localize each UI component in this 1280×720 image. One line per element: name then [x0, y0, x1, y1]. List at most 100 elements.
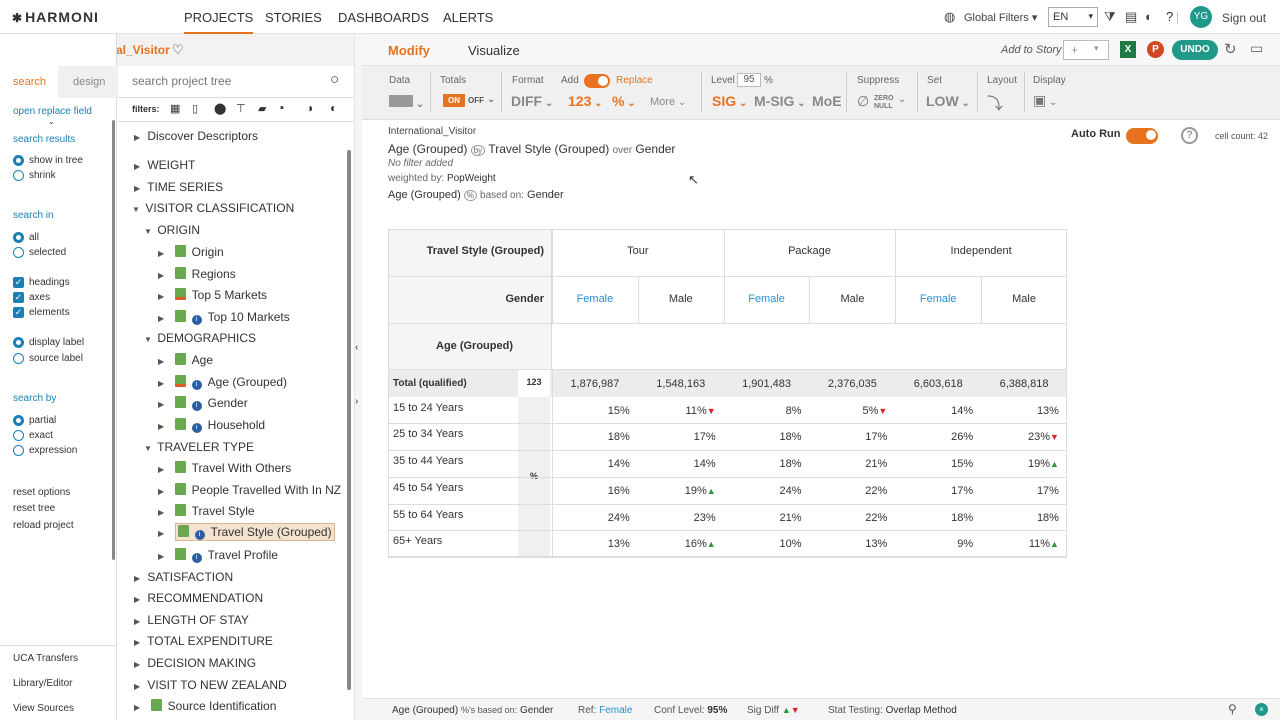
- pin-filter-icon[interactable]: ⬤: [214, 103, 227, 115]
- sign-out-link[interactable]: Sign out: [1222, 11, 1267, 25]
- toggle-full-icon[interactable]: ◐: [330, 101, 338, 115]
- tree-item[interactable]: ▶ WEIGHT: [134, 158, 195, 172]
- gender-column-header[interactable]: Female: [748, 293, 785, 305]
- powerpoint-export-icon[interactable]: P: [1147, 41, 1164, 58]
- tree-item[interactable]: ▶ LENGTH OF STAY: [134, 613, 249, 627]
- refresh-icon[interactable]: ↻: [1224, 41, 1237, 58]
- set-dropdown[interactable]: LOW ⌄: [926, 93, 970, 109]
- suppress-icon[interactable]: ∅: [857, 93, 870, 109]
- partial-radio[interactable]: [13, 415, 24, 426]
- tree-scrollbar[interactable]: [347, 150, 351, 690]
- branch-filter-icon[interactable]: ⊤: [236, 103, 246, 115]
- chevron-down-icon[interactable]: ⌄: [48, 117, 55, 126]
- tab-modify[interactable]: Modify: [388, 43, 430, 58]
- tab-visualize[interactable]: Visualize: [468, 43, 520, 58]
- filter-icon[interactable]: ⧩: [1104, 9, 1116, 24]
- auto-run-toggle[interactable]: [1126, 128, 1158, 144]
- elements-checkbox[interactable]: ✓: [13, 307, 24, 318]
- tree-item[interactable]: ▶ Discover Descriptors: [134, 129, 258, 143]
- excel-export-icon[interactable]: X: [1120, 41, 1136, 58]
- tree-item[interactable]: ▶ Origin: [158, 245, 224, 259]
- tree-item[interactable]: ▼ VISITOR CLASSIFICATION: [132, 201, 294, 215]
- chevron-down-icon[interactable]: ⌄: [898, 94, 907, 105]
- undo-button[interactable]: UNDO: [1172, 40, 1218, 60]
- tree-item[interactable]: ▶ People Travelled With In NZ: [158, 483, 341, 497]
- tab-design[interactable]: design: [73, 76, 106, 88]
- tag-filter-icon[interactable]: ▰: [258, 103, 267, 115]
- display-dropdown[interactable]: ▣ ⌄: [1033, 92, 1057, 109]
- data-layout-dropdown[interactable]: ⌄: [389, 94, 424, 110]
- collapse-left-icon[interactable]: ‹: [355, 342, 359, 353]
- tree-item[interactable]: ▶ i Age (Grouped): [158, 375, 287, 390]
- source-label-radio[interactable]: [13, 353, 24, 364]
- sig-dropdown[interactable]: SIG ⌄: [712, 93, 747, 109]
- tree-item[interactable]: ▶ RECOMMENDATION: [134, 591, 263, 605]
- tree-item[interactable]: ▶ Regions: [158, 267, 236, 281]
- reset-tree-link[interactable]: reset tree: [13, 503, 56, 514]
- moe-button[interactable]: MoE: [812, 93, 842, 109]
- level-input[interactable]: 95: [737, 73, 761, 87]
- tree-item[interactable]: ▶ i Travel Profile: [158, 548, 278, 563]
- show-in-tree-radio[interactable]: [13, 155, 24, 166]
- add-to-story-button[interactable]: + ▾: [1063, 40, 1109, 60]
- tree-search-input[interactable]: [132, 74, 322, 88]
- avatar[interactable]: YG: [1190, 6, 1212, 28]
- grid-filter-icon[interactable]: ▦: [170, 103, 181, 115]
- reload-project-link[interactable]: reload project: [13, 520, 74, 531]
- tree-item[interactable]: ▶ Source Identification: [134, 699, 276, 713]
- tree-item[interactable]: ▼ TRAVELER TYPE: [144, 440, 254, 454]
- comment-icon[interactable]: ▭: [1250, 40, 1264, 56]
- help-icon[interactable]: ?: [1166, 9, 1174, 24]
- shrink-radio[interactable]: [13, 170, 24, 181]
- number-format-dropdown[interactable]: 123 ⌄: [568, 93, 603, 109]
- gender-column-header[interactable]: Male: [1012, 293, 1036, 305]
- help-icon[interactable]: ?: [1181, 127, 1198, 144]
- view-sources-link[interactable]: View Sources: [13, 703, 74, 714]
- gender-column-header[interactable]: Female: [576, 293, 614, 305]
- gender-column-header[interactable]: Male: [840, 293, 865, 305]
- sort-filter-icon[interactable]: ▪: [280, 102, 284, 114]
- tree-item[interactable]: ▶ i Gender: [158, 396, 248, 411]
- totals-on-toggle[interactable]: ON: [443, 94, 465, 107]
- percent-format-dropdown[interactable]: % ⌄: [612, 93, 636, 109]
- tree-item[interactable]: ▶ SATISFACTION: [134, 570, 233, 584]
- tree-item[interactable]: ▶ i Household: [158, 418, 265, 433]
- panel-splitter[interactable]: ‹ ›: [354, 34, 362, 720]
- tree-item[interactable]: ▶ TOTAL EXPENDITURE: [134, 634, 273, 648]
- library-editor-link[interactable]: Library/Editor: [13, 678, 73, 689]
- axes-checkbox[interactable]: ✓: [13, 292, 24, 303]
- tree-item[interactable]: ▶ Top 5 Markets: [158, 288, 267, 302]
- gender-column-header[interactable]: Male: [668, 293, 693, 305]
- tree-item[interactable]: ▶ DECISION MAKING: [134, 656, 256, 670]
- nav-stories[interactable]: STORIES: [265, 10, 322, 25]
- gender-column-header[interactable]: Female: [919, 293, 957, 305]
- expression-radio[interactable]: [13, 445, 24, 456]
- language-select[interactable]: EN ▾: [1048, 7, 1098, 27]
- tree-item[interactable]: ▶ i Top 10 Markets: [158, 310, 290, 325]
- zero-null-dropdown[interactable]: ZERO NULL: [874, 95, 893, 111]
- contrast-icon[interactable]: ◐: [1145, 9, 1153, 24]
- tree-item[interactable]: ▶ TIME SERIES: [134, 180, 223, 194]
- open-replace-field-link[interactable]: open replace field: [13, 106, 92, 117]
- list-filter-icon[interactable]: ▯: [192, 103, 199, 115]
- tree-item[interactable]: ▼ ORIGIN: [144, 223, 200, 237]
- heart-icon[interactable]: ♡: [172, 42, 184, 57]
- tree-item[interactable]: ▶ Age: [158, 353, 213, 367]
- tree-item-selected[interactable]: ▶ i Travel Style (Grouped): [158, 523, 335, 541]
- tab-search[interactable]: search: [13, 76, 47, 88]
- app-logo[interactable]: ✱ HARMONI: [12, 9, 99, 25]
- nav-dashboards[interactable]: DASHBOARDS: [338, 10, 430, 25]
- expand-right-icon[interactable]: ›: [355, 396, 359, 407]
- pin-icon[interactable]: ⚲: [1228, 702, 1237, 716]
- msig-dropdown[interactable]: M-SIG ⌄: [754, 93, 806, 109]
- layout-swap-icon[interactable]: ⤵: [987, 96, 1004, 113]
- search-icon[interactable]: ○: [330, 71, 340, 88]
- tree-item[interactable]: ▶ VISIT TO NEW ZEALAND: [134, 678, 287, 692]
- nav-alerts[interactable]: ALERTS: [443, 10, 494, 25]
- toggle-empty-icon[interactable]: ◑: [306, 101, 314, 115]
- global-filters-dropdown[interactable]: Global Filters ▾: [964, 12, 1038, 24]
- more-dropdown[interactable]: More ⌄: [650, 96, 686, 108]
- close-icon[interactable]: ×: [1255, 703, 1268, 716]
- clipboard-icon[interactable]: ▤: [1125, 9, 1138, 24]
- add-replace-toggle[interactable]: [584, 74, 610, 88]
